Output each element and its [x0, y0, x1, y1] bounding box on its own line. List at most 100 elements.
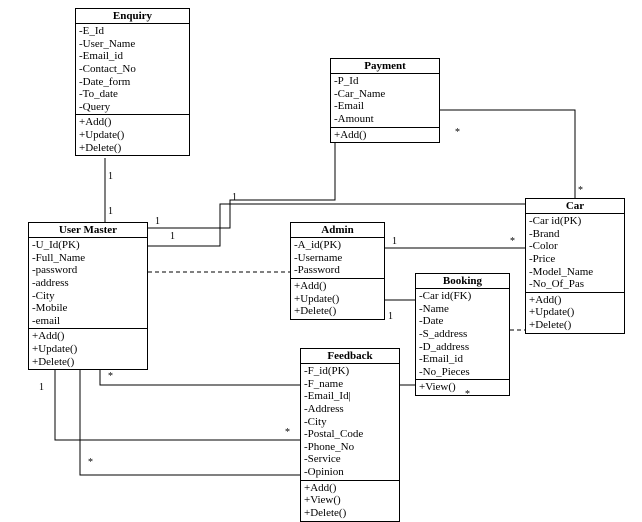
- attr-row: -Date_form: [79, 76, 186, 89]
- attrs-compartment: -U_Id(PK)-Full_Name-password-address-Cit…: [29, 238, 147, 329]
- op-row: +Delete(): [529, 319, 621, 332]
- class-payment: Payment-P_Id-Car_Name-Email-Amount+Add(): [330, 58, 440, 143]
- attr-row: -Service: [304, 453, 396, 466]
- attr-row: -No_Of_Pas: [529, 278, 621, 291]
- ops-compartment: +Add()+Update()+Delete(): [29, 329, 147, 369]
- attr-row: -Full_Name: [32, 252, 144, 265]
- attr-row: -password: [32, 264, 144, 277]
- class-user_master: User Master-U_Id(PK)-Full_Name-password-…: [28, 222, 148, 370]
- multiplicity-label: *: [108, 372, 113, 382]
- ops-compartment: +Add()+Update()+Delete(): [76, 115, 189, 155]
- attrs-compartment: -F_id(PK)-F_name-Email_Id|-Address-City-…: [301, 364, 399, 481]
- class-title: Enquiry: [76, 9, 189, 24]
- op-row: +Update(): [32, 343, 144, 356]
- op-row: +View(): [419, 381, 506, 394]
- attr-row: -Opinion: [304, 466, 396, 479]
- op-row: +Update(): [79, 129, 186, 142]
- attr-row: -No_Pieces: [419, 366, 506, 379]
- class-booking: Booking-Car id(FK)-Name-Date-S_address-D…: [415, 273, 510, 396]
- op-row: +Update(): [294, 293, 381, 306]
- ops-compartment: +Add(): [331, 128, 439, 143]
- attr-row: -Email_id: [419, 353, 506, 366]
- ops-compartment: +Add()+View()+Delete(): [301, 481, 399, 521]
- attrs-compartment: -Car id(PK)-Brand-Color-Price-Model_Name…: [526, 214, 624, 293]
- attr-row: -Email_Id|: [304, 390, 396, 403]
- class-title: Admin: [291, 223, 384, 238]
- attr-row: -S_address: [419, 328, 506, 341]
- attrs-compartment: -P_Id-Car_Name-Email-Amount: [331, 74, 439, 128]
- op-row: +Delete(): [32, 356, 144, 369]
- attr-row: -Email_id: [79, 50, 186, 63]
- attr-row: -Brand: [529, 228, 621, 241]
- class-feedback: Feedback-F_id(PK)-F_name-Email_Id|-Addre…: [300, 348, 400, 522]
- op-row: +View(): [304, 494, 396, 507]
- attr-row: -Password: [294, 264, 381, 277]
- attr-row: -U_Id(PK): [32, 239, 144, 252]
- op-row: +Add(): [294, 280, 381, 293]
- attr-row: -address: [32, 277, 144, 290]
- multiplicity-label: 1: [155, 217, 160, 227]
- class-title: Feedback: [301, 349, 399, 364]
- multiplicity-label: *: [285, 428, 290, 438]
- attr-row: -email: [32, 315, 144, 328]
- multiplicity-label: *: [578, 186, 583, 196]
- op-row: +Update(): [529, 306, 621, 319]
- multiplicity-label: 1: [39, 383, 44, 393]
- multiplicity-label: 1: [232, 193, 237, 203]
- ops-compartment: +View(): [416, 380, 509, 395]
- multiplicity-label: 1: [388, 312, 393, 322]
- attr-row: -Postal_Code: [304, 428, 396, 441]
- attr-row: -Query: [79, 101, 186, 114]
- edge-payment-car: [440, 110, 575, 198]
- ops-compartment: +Add()+Update()+Delete(): [291, 279, 384, 319]
- attrs-compartment: -E_Id-User_Name-Email_id-Contact_No-Date…: [76, 24, 189, 115]
- attr-row: -City: [32, 290, 144, 303]
- attr-row: -To_date: [79, 88, 186, 101]
- op-row: +Add(): [32, 330, 144, 343]
- attr-row: -Mobile: [32, 302, 144, 315]
- attr-row: -Car id(FK): [419, 290, 506, 303]
- attr-row: -E_Id: [79, 25, 186, 38]
- attr-row: -F_name: [304, 378, 396, 391]
- attr-row: -Date: [419, 315, 506, 328]
- diagram-canvas: Enquiry-E_Id-User_Name-Email_id-Contact_…: [0, 0, 642, 504]
- attrs-compartment: -A_id(PK)-Username-Password: [291, 238, 384, 279]
- class-enquiry: Enquiry-E_Id-User_Name-Email_id-Contact_…: [75, 8, 190, 156]
- attr-row: -City: [304, 416, 396, 429]
- op-row: +Delete(): [79, 142, 186, 155]
- attr-row: -Amount: [334, 113, 436, 126]
- attr-row: -F_id(PK): [304, 365, 396, 378]
- multiplicity-label: 1: [108, 172, 113, 182]
- edge-user_master-feedback: [55, 368, 300, 440]
- attr-row: -D_address: [419, 341, 506, 354]
- attr-row: -Email: [334, 100, 436, 113]
- attrs-compartment: -Car id(FK)-Name-Date-S_address-D_addres…: [416, 289, 509, 380]
- attr-row: -Username: [294, 252, 381, 265]
- class-car: Car-Car id(PK)-Brand-Color-Price-Model_N…: [525, 198, 625, 334]
- multiplicity-label: *: [88, 458, 93, 468]
- ops-compartment: +Add()+Update()+Delete(): [526, 293, 624, 333]
- attr-row: -Color: [529, 240, 621, 253]
- attr-row: -Name: [419, 303, 506, 316]
- attr-row: -Contact_No: [79, 63, 186, 76]
- multiplicity-label: 1: [170, 232, 175, 242]
- attr-row: -Car id(PK): [529, 215, 621, 228]
- class-title: Payment: [331, 59, 439, 74]
- attr-row: -Price: [529, 253, 621, 266]
- attr-row: -A_id(PK): [294, 239, 381, 252]
- op-row: +Add(): [529, 294, 621, 307]
- op-row: +Delete(): [304, 507, 396, 520]
- edge-user_master-booking: [100, 368, 465, 385]
- attr-row: -Phone_No: [304, 441, 396, 454]
- attr-row: -Model_Name: [529, 266, 621, 279]
- class-title: User Master: [29, 223, 147, 238]
- class-title: Booking: [416, 274, 509, 289]
- attr-row: -P_Id: [334, 75, 436, 88]
- multiplicity-label: *: [510, 237, 515, 247]
- attr-row: -Car_Name: [334, 88, 436, 101]
- op-row: +Add(): [79, 116, 186, 129]
- op-row: +Add(): [304, 482, 396, 495]
- op-row: +Add(): [334, 129, 436, 142]
- attr-row: -Address: [304, 403, 396, 416]
- multiplicity-label: *: [465, 390, 470, 400]
